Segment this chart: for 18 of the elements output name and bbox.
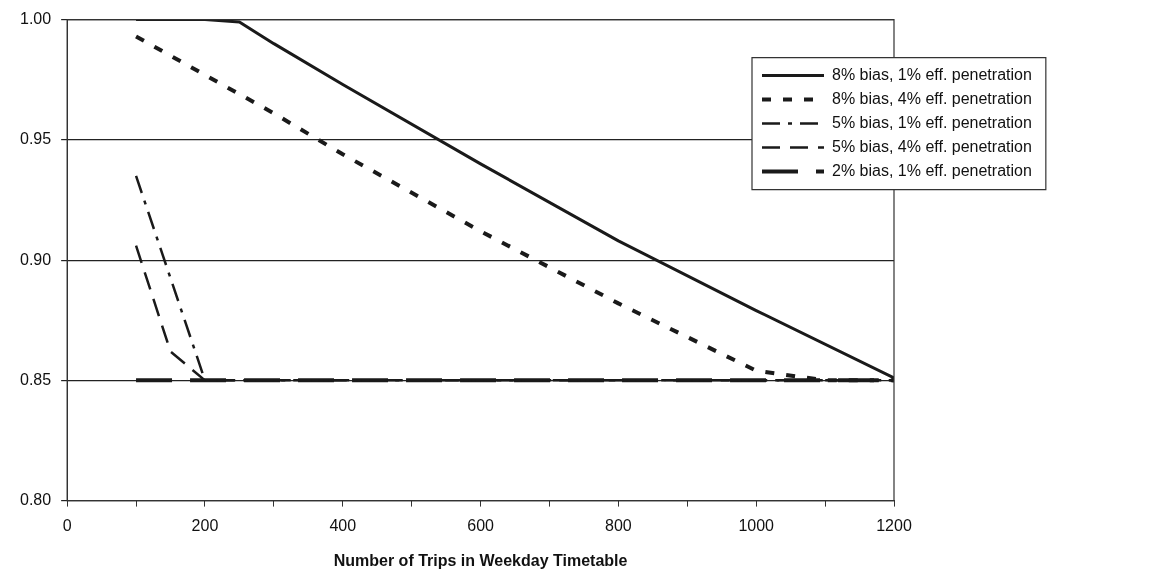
x-tick-label: 800: [605, 516, 632, 534]
y-tick-label: 0.85: [20, 370, 52, 388]
x-tick-label: 600: [467, 516, 495, 534]
y-tick-label: 0.90: [20, 250, 52, 268]
x-tick-label: 1200: [876, 516, 912, 534]
legend-label: 8% bias, 4% eff. penetration: [832, 90, 1032, 108]
legend-label: 5% bias, 1% eff. penetration: [832, 114, 1032, 132]
x-tick-label: 1000: [738, 516, 775, 534]
y-tick-label: 0.95: [20, 130, 52, 148]
x-tick-label: 200: [191, 516, 219, 534]
y-tick-label: 0.80: [20, 491, 52, 509]
x-axis-title: Number of Trips in Weekday Timetable: [333, 551, 628, 569]
legend-label: 8% bias, 1% eff. penetration: [832, 66, 1032, 84]
x-tick-label: 0: [62, 516, 72, 534]
y-tick-label: 1.00: [20, 10, 52, 28]
legend-label: 5% bias, 4% eff. penetration: [832, 138, 1032, 156]
x-tick-label: 400: [329, 516, 357, 534]
legend-label: 2% bias, 1% eff. penetration: [832, 162, 1032, 180]
